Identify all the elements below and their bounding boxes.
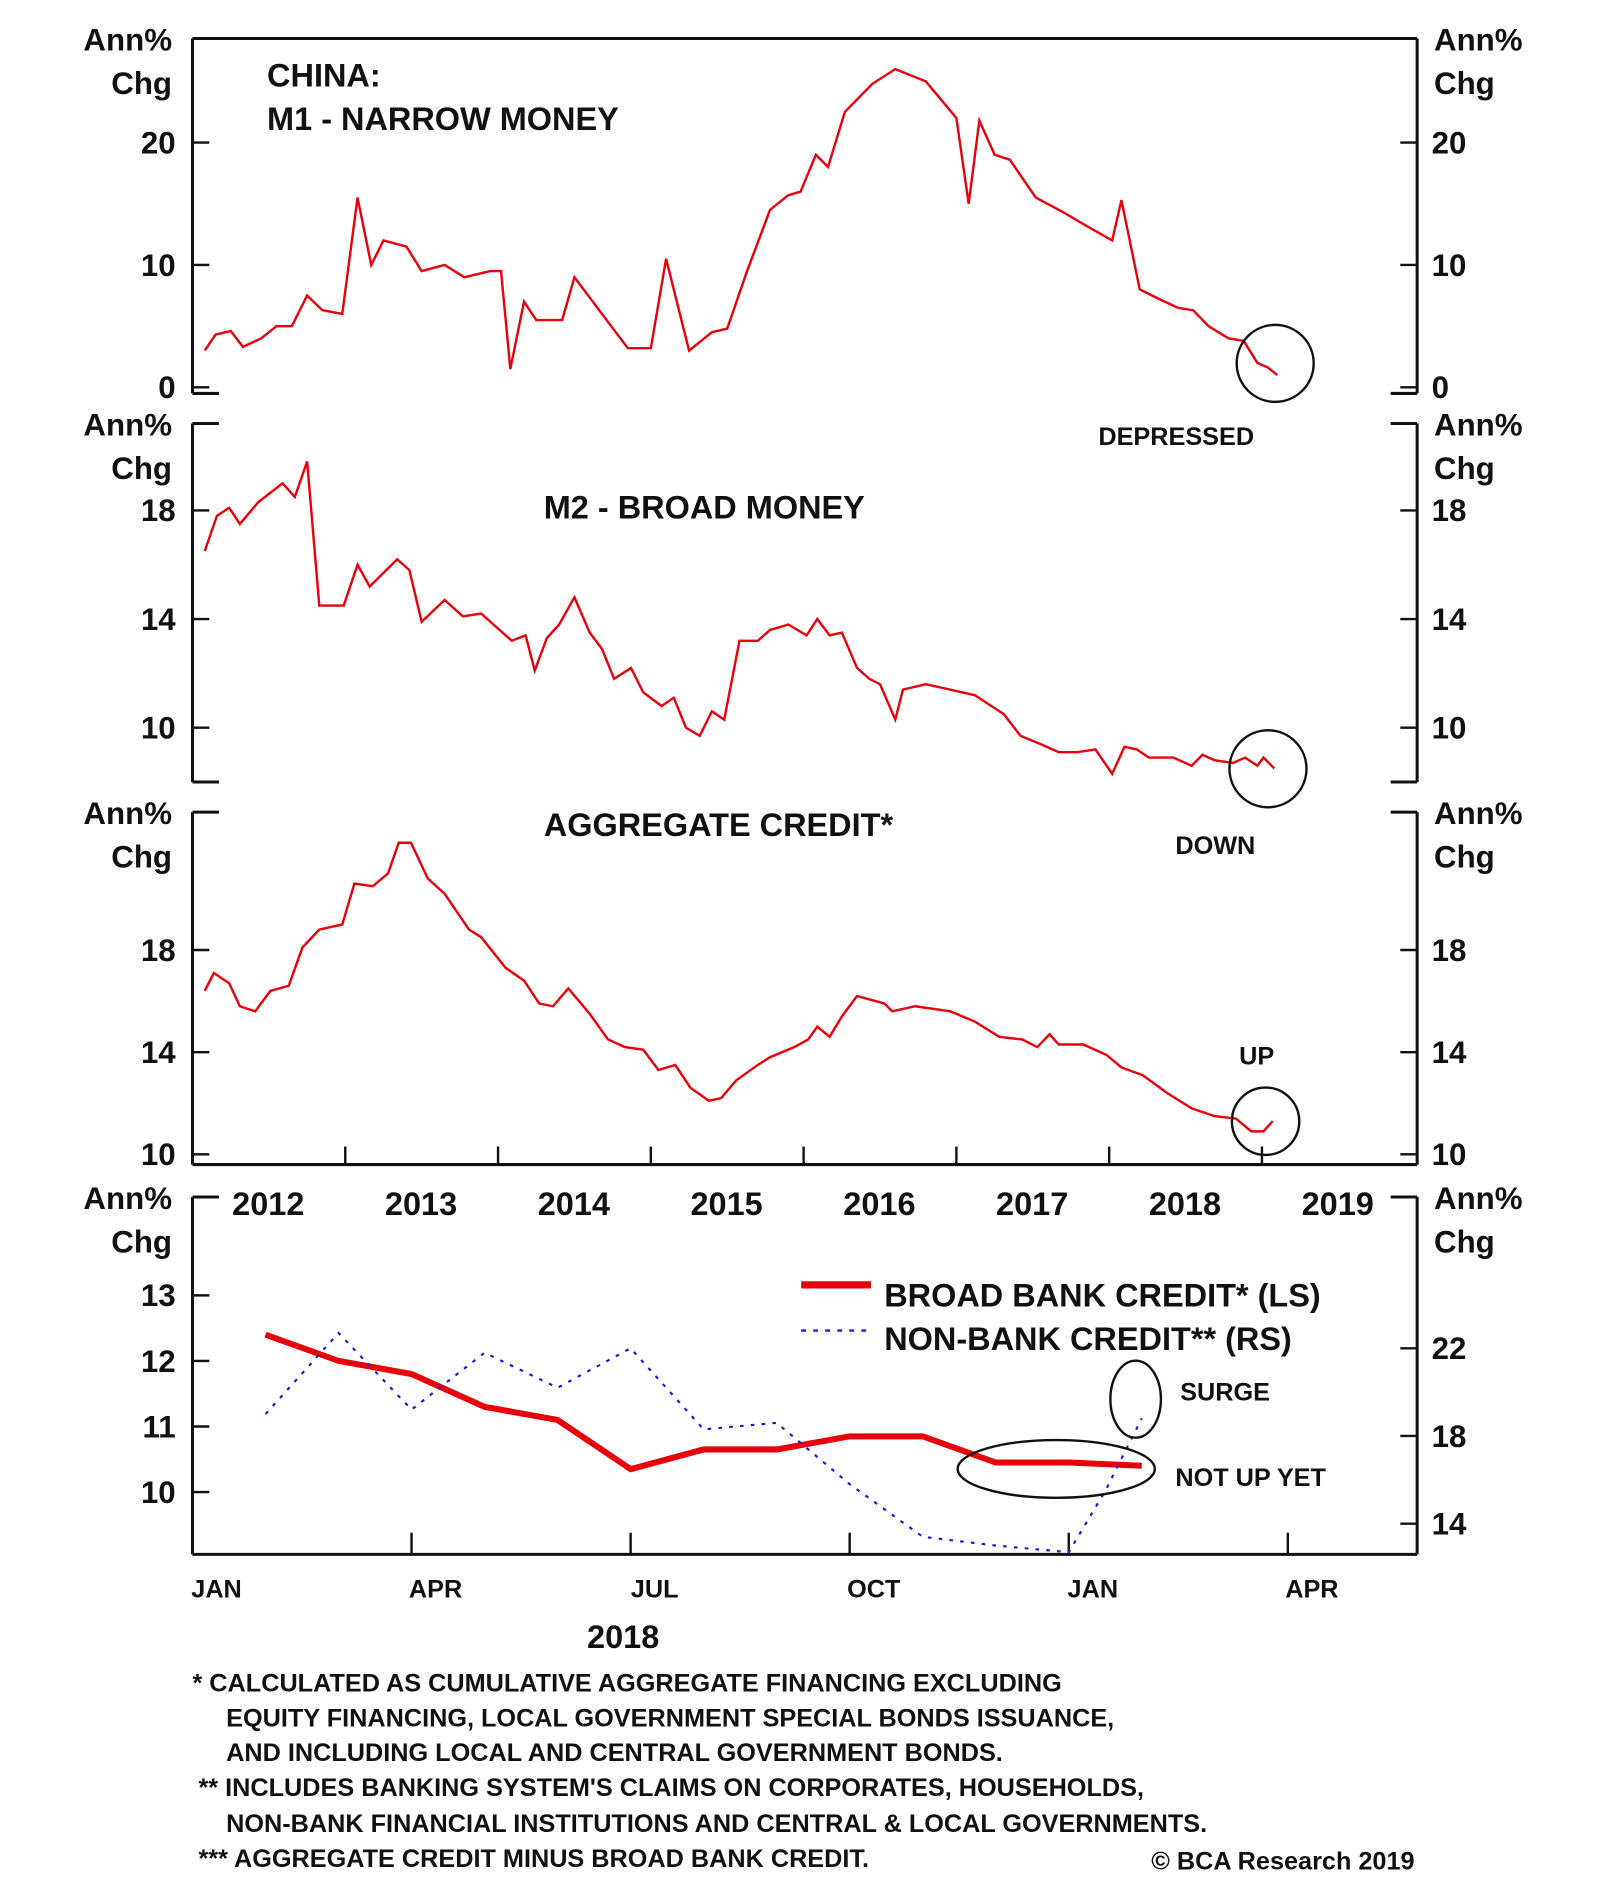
y-tick-label-right: 10 [1432, 248, 1467, 283]
series-line-non-bank-credit [264, 1331, 1143, 1554]
series-lines [203, 67, 1278, 1554]
surge-ellipse [1109, 1359, 1163, 1439]
y-tick-label-right: 22 [1432, 1331, 1467, 1366]
y-tick-label-left: 0 [158, 370, 175, 405]
annotation-up: UP [1239, 1043, 1274, 1071]
y-tick-label-left: 18 [141, 933, 176, 968]
y-tick-label-left: 10 [141, 248, 176, 283]
y-label-left: Chg [111, 1224, 172, 1259]
y-label-right: Chg [1434, 66, 1495, 101]
y-label-right: Chg [1434, 451, 1495, 486]
y-tick-label-right: 0 [1432, 370, 1449, 405]
panel1-title-line2: M1 - NARROW MONEY [267, 101, 619, 137]
y-label-left: Chg [111, 451, 172, 486]
y-label-left: Ann% [83, 23, 172, 58]
annotation-surge: SURGE [1180, 1378, 1270, 1406]
x-tick-label-month: JAN [191, 1576, 242, 1604]
y-tick-label-left: 14 [141, 602, 176, 637]
annotation-down: DOWN [1175, 832, 1255, 860]
y-tick-label-left: 10 [141, 1137, 176, 1172]
x-tick-label-month: JUL [631, 1576, 679, 1604]
x-tick-label-year: 2014 [538, 1186, 610, 1222]
y-tick-label-right: 14 [1432, 602, 1467, 637]
x-tick-label-year: 2015 [690, 1186, 762, 1222]
panel2-title: M2 - BROAD MONEY [544, 490, 865, 526]
series-line-m1 [203, 67, 1278, 376]
y-tick-label-right: 10 [1432, 1137, 1467, 1172]
x-tick-label-year: 2018 [1149, 1186, 1221, 1222]
panel4-xlabel-year: 2018 [587, 1619, 659, 1655]
footnote-3: AND INCLUDING LOCAL AND CENTRAL GOVERNME… [226, 1739, 1003, 1767]
series-line-aggregate-credit [203, 841, 1274, 1133]
y-label-right: Ann% [1434, 796, 1523, 831]
annotation-not-up-yet: NOT UP YET [1175, 1464, 1326, 1492]
x-tick-label-year: 2017 [996, 1186, 1068, 1222]
y-label-right: Ann% [1434, 23, 1523, 58]
x-tick-label-year: 2019 [1302, 1186, 1374, 1222]
up-circle [1230, 1086, 1301, 1157]
legend-broad-bank: BROAD BANK CREDIT* (LS) [884, 1278, 1321, 1314]
y-tick-label-left: 14 [141, 1035, 176, 1070]
y-label-right: Ann% [1434, 1181, 1523, 1216]
y-tick-label-left: 13 [141, 1278, 176, 1313]
copyright: © BCA Research 2019 [1151, 1848, 1414, 1876]
not-up-yet-ellipse [956, 1438, 1157, 1499]
footnote-1: * CALCULATED AS CUMULATIVE AGGREGATE FIN… [192, 1669, 1061, 1697]
y-label-left: Ann% [83, 796, 172, 831]
x-tick-label-month: APR [1285, 1576, 1338, 1604]
footnote-6: *** AGGREGATE CREDIT MINUS BROAD BANK CR… [198, 1845, 869, 1873]
x-tick-label-year: 2016 [843, 1186, 915, 1222]
y-tick-label-left: 10 [141, 711, 176, 746]
footnote-4: ** INCLUDES BANKING SYSTEM'S CLAIMS ON C… [198, 1774, 1143, 1802]
panel1-title-line1: CHINA: [267, 58, 381, 94]
y-tick-label-right: 18 [1432, 933, 1467, 968]
y-tick-label-left: 20 [141, 125, 176, 160]
y-tick-label-left: 11 [143, 1409, 176, 1444]
depressed-circle [1235, 323, 1315, 404]
y-label-left: Ann% [83, 1181, 172, 1216]
y-tick-label-left: 18 [141, 493, 176, 528]
y-tick-label-left: 10 [141, 1475, 176, 1510]
y-tick-label-right: 14 [1432, 1506, 1467, 1541]
x-tick-label-year: 2012 [232, 1186, 304, 1222]
x-tick-label-year: 2013 [385, 1186, 457, 1222]
y-label-right: Chg [1434, 839, 1495, 874]
panel-frames [190, 37, 1419, 1556]
y-tick-label-right: 10 [1432, 711, 1467, 746]
footnote-2: EQUITY FINANCING, LOCAL GOVERNMENT SPECI… [226, 1704, 1114, 1732]
x-tick-label-month: OCT [847, 1576, 901, 1604]
y-label-left: Chg [111, 66, 172, 101]
footnote-5: NON-BANK FINANCIAL INSTITUTIONS AND CENT… [226, 1810, 1207, 1838]
series-line-broad-bank-credit [264, 1331, 1142, 1473]
annotation-depressed: DEPRESSED [1098, 423, 1254, 451]
legend-non-bank: NON-BANK CREDIT** (RS) [884, 1321, 1292, 1357]
y-label-right: Chg [1434, 1224, 1495, 1259]
down-circle [1228, 729, 1308, 809]
y-label-left: Chg [111, 839, 172, 874]
x-tick-label-month: APR [409, 1576, 462, 1604]
y-tick-label-right: 14 [1432, 1035, 1467, 1070]
x-tick-label-month: JAN [1068, 1576, 1119, 1604]
axis-ticks [192, 141, 1418, 1555]
y-label-left: Ann% [83, 408, 172, 443]
y-tick-label-right: 18 [1432, 493, 1467, 528]
y-tick-label-right: 18 [1432, 1419, 1467, 1454]
y-tick-label-right: 20 [1432, 125, 1467, 160]
panel3-title: AGGREGATE CREDIT* [544, 807, 894, 843]
axis-labels: Ann% Chg Ann% Chg 0 0 10 10 20 20 Ann% Chg Ann% Chg 10… [83, 23, 1522, 1604]
y-label-right: Ann% [1434, 408, 1523, 443]
series-line-m2 [203, 461, 1276, 777]
y-tick-label-left: 12 [141, 1344, 176, 1379]
